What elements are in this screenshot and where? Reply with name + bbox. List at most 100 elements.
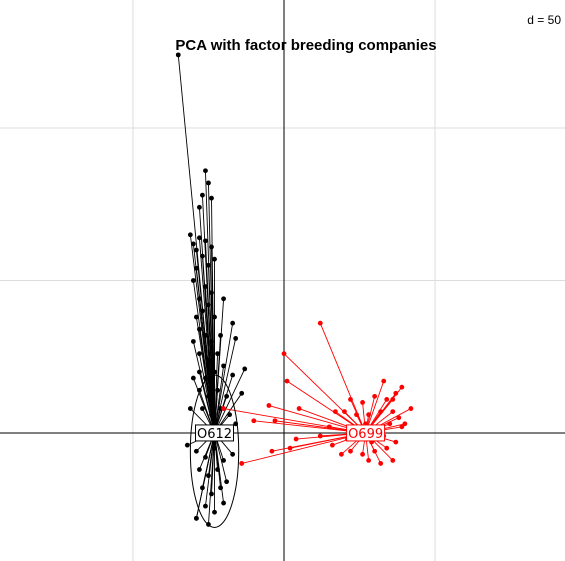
data-point (390, 397, 396, 402)
data-point (296, 406, 302, 411)
data-point (203, 284, 208, 289)
data-point (209, 195, 214, 201)
data-point (281, 351, 287, 357)
data-point (206, 393, 211, 399)
data-point (209, 491, 214, 497)
data-point (212, 445, 217, 451)
data-point (272, 418, 278, 424)
spoke-line (214, 323, 234, 434)
data-point (360, 400, 365, 405)
data-point (354, 412, 359, 418)
data-point (221, 296, 226, 302)
data-point (221, 457, 226, 463)
data-point (396, 415, 402, 421)
data-point (224, 393, 230, 399)
data-point (269, 448, 275, 454)
data-point (203, 454, 208, 460)
data-point (402, 421, 408, 427)
spoke-line (214, 368, 246, 434)
data-point (209, 339, 214, 344)
data-point (193, 247, 199, 253)
inertia-ellipse (189, 374, 240, 528)
data-point (230, 451, 236, 457)
data-point (399, 384, 405, 390)
group-label-text: O699 (348, 427, 383, 442)
data-point (206, 473, 211, 479)
data-point (197, 296, 202, 302)
data-point (384, 397, 390, 402)
spoke-line (208, 359, 215, 433)
data-point (175, 52, 181, 58)
data-point (190, 339, 196, 344)
data-point (200, 192, 205, 198)
data-point (224, 479, 230, 485)
data-point (206, 302, 211, 308)
data-point (190, 241, 196, 247)
data-point (206, 357, 211, 363)
spoke-line (241, 432, 366, 464)
data-point (215, 467, 220, 472)
spoke-line (211, 341, 215, 433)
group-label-box (195, 424, 235, 442)
data-point (221, 500, 226, 506)
data-point (387, 421, 393, 427)
data-point (348, 448, 353, 454)
data-point (193, 314, 199, 320)
data-point (187, 232, 193, 238)
data-point (390, 409, 396, 415)
data-point (390, 457, 396, 463)
data-point (203, 238, 208, 244)
scale-label: d = 50 (527, 13, 561, 27)
spoke-line (192, 377, 215, 434)
data-point (227, 412, 233, 418)
data-point (329, 442, 335, 448)
data-point (187, 406, 193, 411)
data-point (193, 515, 199, 521)
data-point (206, 180, 211, 186)
scale-label-bg (520, 12, 565, 27)
data-point (239, 461, 245, 466)
data-point (239, 390, 245, 396)
data-point (233, 336, 239, 341)
data-point (339, 451, 344, 457)
data-point (200, 406, 205, 411)
data-point (251, 418, 257, 424)
data-point (190, 375, 196, 381)
data-point (372, 448, 378, 454)
data-point (221, 406, 226, 411)
data-point (203, 168, 208, 174)
spoke-line (365, 380, 385, 434)
chart-title: PCA with factor breeding companies (175, 37, 436, 54)
data-point (212, 509, 217, 515)
data-point (215, 387, 220, 393)
data-point (372, 393, 378, 399)
inertia-ellipses (189, 374, 240, 528)
data-point (317, 320, 323, 326)
data-point (287, 445, 293, 451)
data-point (218, 332, 223, 338)
data-point (209, 412, 214, 418)
data-point (218, 485, 223, 491)
group-labels: O612 O699 (195, 424, 386, 442)
data-point (230, 320, 236, 326)
data-point (184, 442, 190, 448)
data-point (342, 409, 347, 415)
data-point (197, 467, 202, 472)
points-o699 (221, 320, 414, 466)
data-point (393, 439, 399, 445)
data-point (197, 235, 202, 241)
spoke-line (195, 432, 215, 519)
spoke-line (214, 365, 225, 434)
data-point (230, 372, 236, 378)
group-label-box (346, 424, 386, 442)
data-point (242, 366, 248, 372)
data-point (378, 461, 384, 466)
data-point (197, 369, 202, 375)
group-label-o612: O612 (195, 424, 235, 442)
data-point (193, 265, 199, 271)
data-point (408, 406, 414, 411)
data-point (203, 503, 208, 509)
data-point (200, 308, 205, 314)
data-point (348, 397, 353, 402)
